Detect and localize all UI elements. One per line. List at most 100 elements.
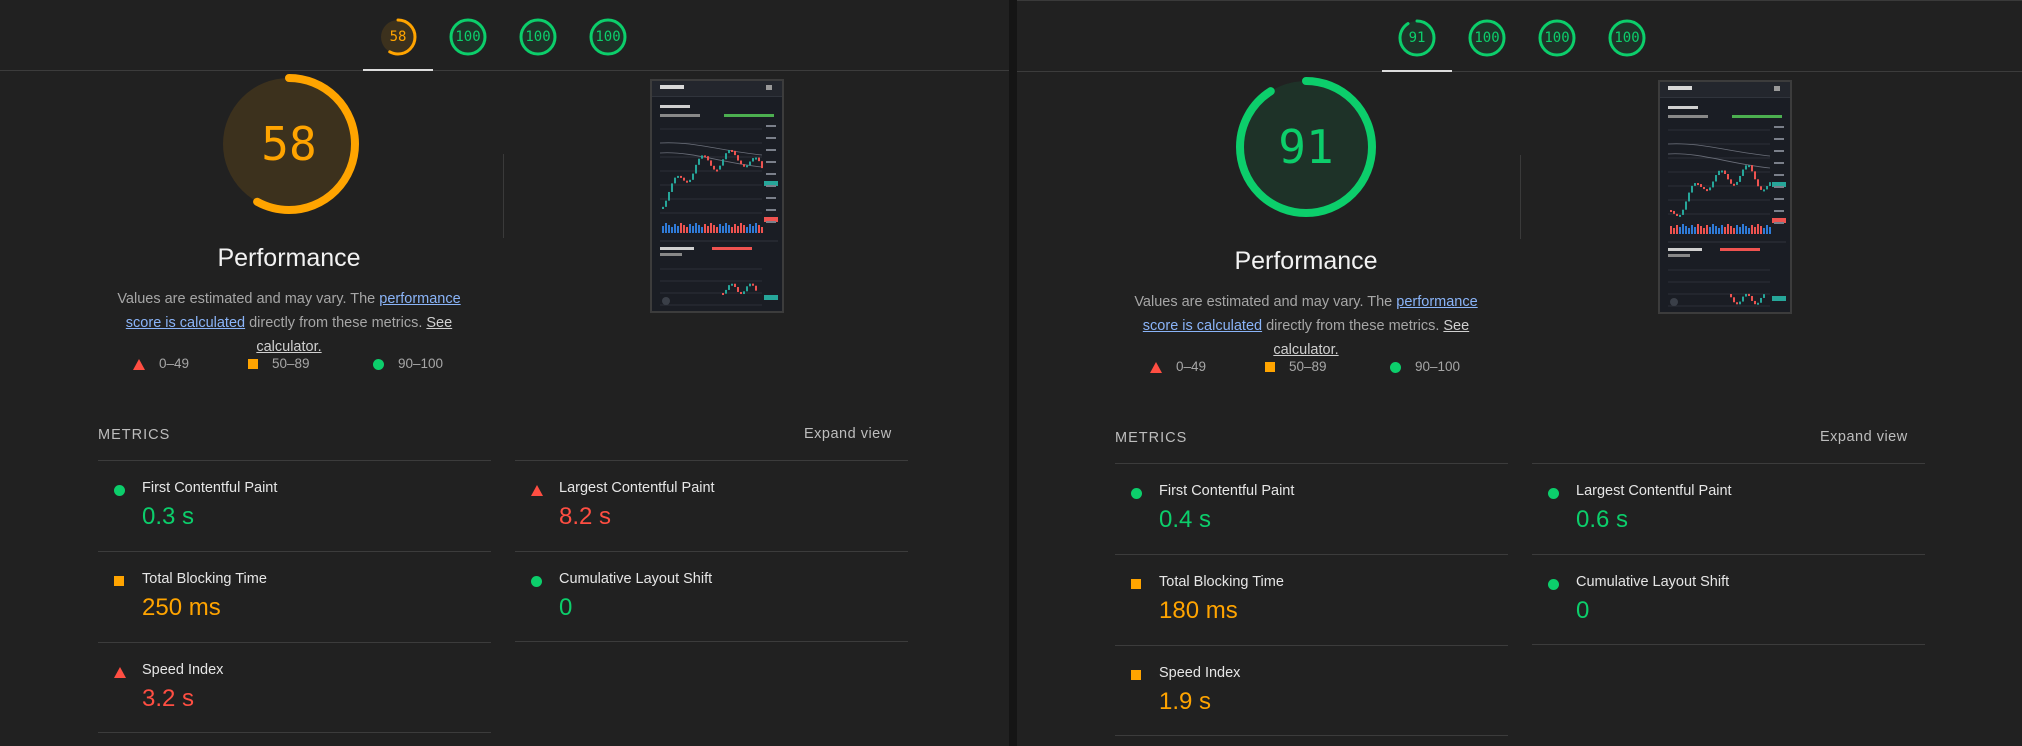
tab-performance[interactable]: 58 (378, 17, 418, 57)
header-separator (503, 154, 504, 238)
tab-score: 100 (595, 29, 621, 45)
thumbnail-chart-preview (1667, 126, 1786, 307)
score-legend: 0–49 50–89 90–100 (1150, 359, 1480, 379)
tab-accessibility[interactable]: 100 (448, 17, 488, 57)
tab-seo[interactable]: 100 (588, 17, 628, 57)
gauge-ring (1236, 77, 1376, 217)
circle-icon (1131, 488, 1142, 499)
tab-seo[interactable]: 100 (1607, 18, 1647, 58)
metric-cumulative-layout-shift: Cumulative Layout Shift 0 (1532, 554, 1925, 645)
metric-value: 0 (1576, 597, 1590, 624)
tab-score: 100 (525, 29, 551, 45)
tab-gauge-ring (449, 18, 487, 56)
calculator-link[interactable]: See calculator. (1273, 318, 1470, 358)
report-panel-left: 58 100 100 100 58 Performance Values are… (0, 0, 1009, 746)
active-tab-indicator (1382, 70, 1452, 72)
square-icon (1265, 362, 1275, 373)
metric-value: 0 (559, 594, 573, 621)
tab-accessibility[interactable]: 100 (1467, 18, 1507, 58)
description-text-middle: directly from these metrics. (1262, 318, 1444, 334)
tab-gauge-ring (379, 18, 417, 56)
legend-good: 90–100 (373, 356, 443, 371)
metric-label: Total Blocking Time (1159, 574, 1284, 590)
performance-score-link[interactable]: performance score is calculated (125, 291, 461, 331)
metric-value: 250 ms (142, 594, 221, 621)
tab-best-practices[interactable]: 100 (518, 17, 558, 57)
metric-value: 0.3 s (142, 503, 195, 530)
circle-icon (1548, 488, 1559, 499)
metrics-heading: METRICS (98, 427, 171, 443)
metric-value: 0.4 s (1159, 506, 1212, 533)
tab-best-practices[interactable]: 100 (1537, 18, 1577, 58)
metric-label: Total Blocking Time (142, 571, 267, 587)
description-text-middle: directly from these metrics. (245, 315, 427, 331)
performance-score: 91 (1278, 120, 1334, 174)
page-screenshot-thumbnail[interactable] (1658, 80, 1792, 314)
metric-label: First Contentful Paint (142, 480, 278, 496)
metric-label: Speed Index (142, 662, 224, 678)
metric-value: 3.2 s (142, 685, 195, 712)
metric-label: Largest Contentful Paint (559, 480, 715, 496)
tab-score: 58 (389, 29, 407, 45)
score-description: Values are estimated and may vary. The p… (99, 287, 479, 359)
metrics-heading: METRICS (1115, 430, 1188, 446)
active-tab-indicator (363, 69, 433, 71)
tab-performance[interactable]: 91 (1397, 18, 1437, 58)
legend-average: 50–89 (248, 356, 310, 371)
metric-label: Speed Index (1159, 665, 1241, 681)
report-panel-right: 91 100 100 100 91 Performance Values are… (1017, 0, 2022, 746)
metric-label: First Contentful Paint (1159, 483, 1295, 499)
metric-speed-index: Speed Index 3.2 s (98, 642, 491, 733)
square-icon (1131, 670, 1141, 680)
tab-gauge-ring (1468, 19, 1506, 57)
legend-good: 90–100 (1390, 359, 1460, 374)
circle-icon (531, 576, 542, 587)
calculator-link[interactable]: See calculator. (256, 315, 453, 355)
triangle-icon (1150, 361, 1162, 373)
legend-poor: 0–49 (1150, 359, 1206, 374)
circle-icon (114, 485, 125, 496)
metric-label: Largest Contentful Paint (1576, 483, 1732, 499)
tab-gauge-ring (1538, 19, 1576, 57)
category-tab-bar: 58 100 100 100 (0, 0, 1009, 71)
description-text: Values are estimated and may vary. The (1134, 294, 1397, 310)
tab-score: 100 (1544, 30, 1570, 46)
category-tab-bar: 91 100 100 100 (1017, 1, 2022, 72)
thumbnail-chart-preview (659, 125, 778, 306)
legend-poor: 0–49 (133, 356, 189, 371)
circle-icon (1390, 361, 1401, 373)
tab-score: 100 (1614, 30, 1640, 46)
metric-value: 8.2 s (559, 503, 612, 530)
performance-gauge: 58 (217, 72, 361, 216)
metric-first-contentful-paint: First Contentful Paint 0.3 s (98, 460, 491, 551)
triangle-icon (133, 358, 145, 370)
expand-view-button[interactable]: Expand view (804, 426, 892, 442)
triangle-icon (531, 485, 543, 496)
metric-speed-index: Speed Index 1.9 s (1115, 645, 1508, 736)
metric-value: 1.9 s (1159, 688, 1212, 715)
tab-score: 100 (1474, 30, 1500, 46)
metric-value: 180 ms (1159, 597, 1238, 624)
square-icon (114, 576, 124, 586)
square-icon (248, 359, 258, 370)
report-divider (1009, 0, 1017, 746)
circle-icon (1548, 579, 1559, 590)
metric-cumulative-layout-shift: Cumulative Layout Shift 0 (515, 551, 908, 642)
metric-first-contentful-paint: First Contentful Paint 0.4 s (1115, 463, 1508, 554)
square-icon (1131, 579, 1141, 589)
metric-label: Cumulative Layout Shift (1576, 574, 1730, 590)
legend-average: 50–89 (1265, 359, 1327, 374)
metric-total-blocking-time: Total Blocking Time 250 ms (98, 551, 491, 642)
page-screenshot-thumbnail[interactable] (650, 79, 784, 313)
score-description: Values are estimated and may vary. The p… (1116, 290, 1496, 362)
circle-icon (373, 358, 384, 370)
metric-value: 0.6 s (1576, 506, 1629, 533)
metric-label: Cumulative Layout Shift (559, 571, 713, 587)
gauge-ring (219, 74, 359, 214)
score-legend: 0–49 50–89 90–100 (133, 356, 463, 376)
metric-largest-contentful-paint: Largest Contentful Paint 0.6 s (1532, 463, 1925, 554)
expand-view-button[interactable]: Expand view (1820, 429, 1908, 445)
performance-score-link[interactable]: performance score is calculated (1142, 294, 1478, 334)
category-title: Performance (1234, 247, 1378, 275)
tab-gauge-ring (1608, 19, 1646, 57)
